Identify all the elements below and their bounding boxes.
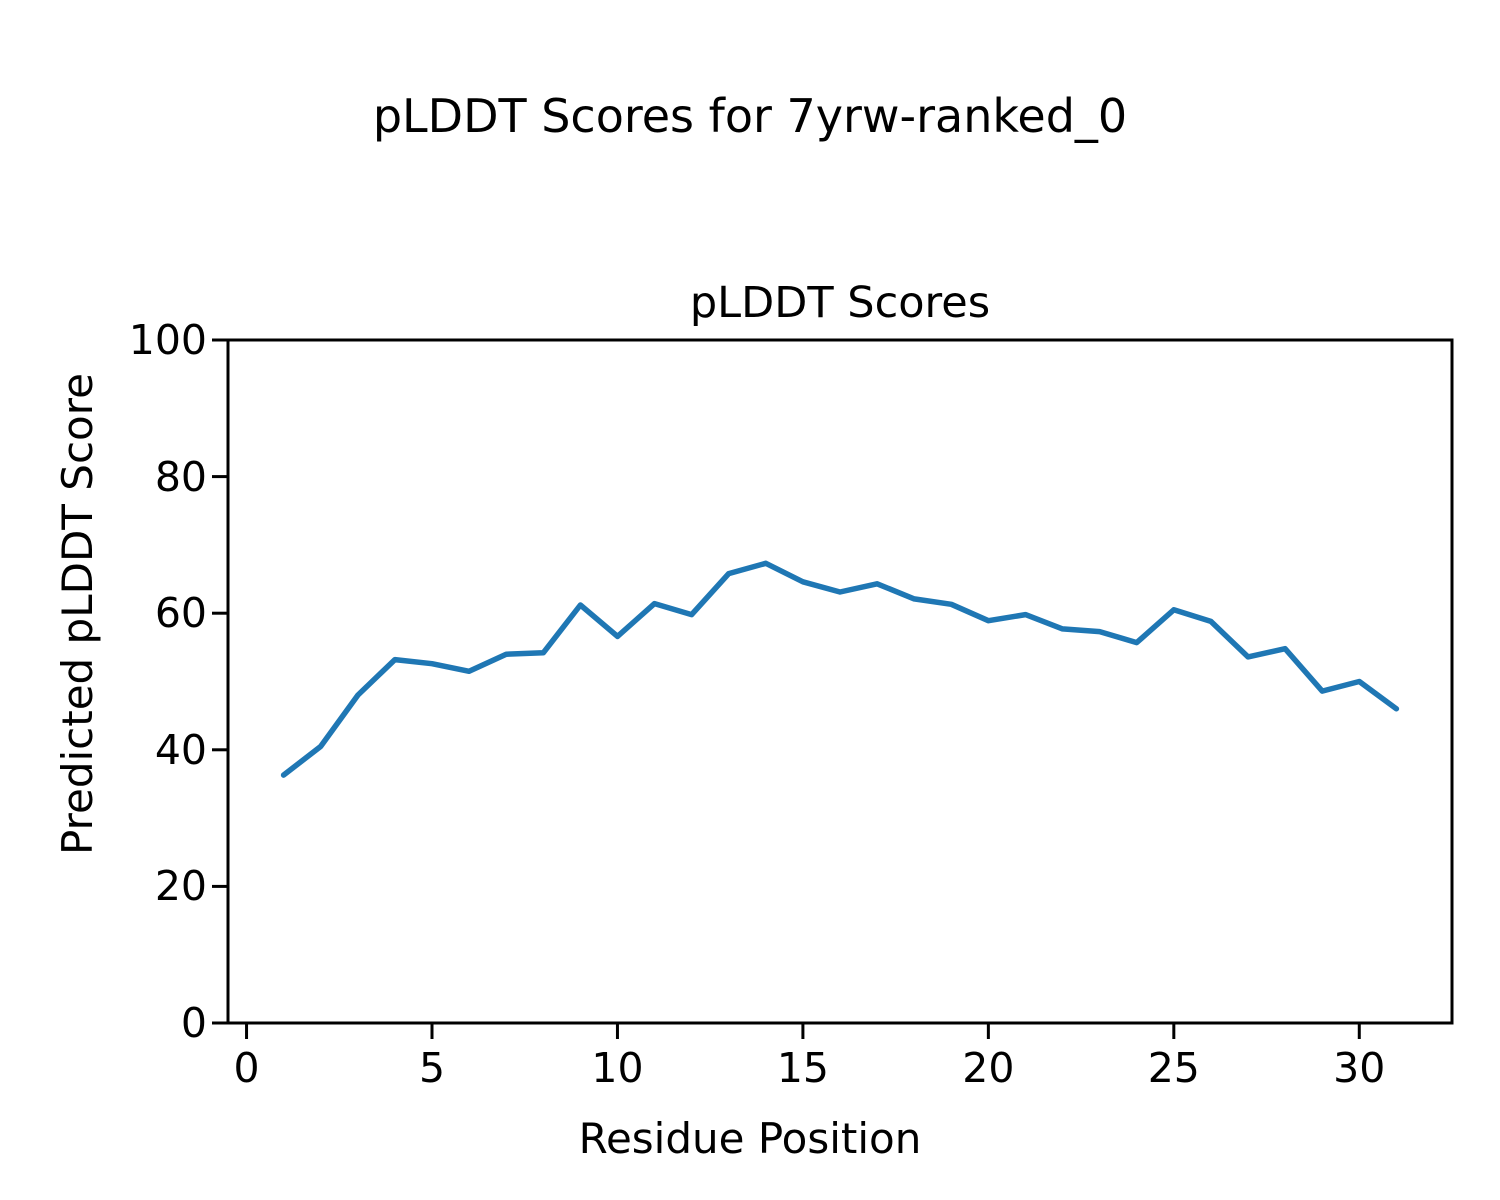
y-tick-label: 0 [180, 999, 207, 1047]
figure-suptitle: pLDDT Scores for 7yrw-ranked_0 [372, 89, 1128, 143]
x-tick-label: 25 [1147, 1044, 1200, 1092]
x-axis-tick-marks [245, 1023, 1361, 1039]
y-tick-label: 80 [154, 452, 207, 501]
x-tick-label: 5 [418, 1044, 446, 1092]
y-axis-label-text: Predicted pLDDT Score [53, 373, 102, 855]
x-tick-label: 10 [591, 1044, 644, 1092]
plddt-line-series [280, 560, 1400, 778]
plot-frame [226, 338, 1454, 1025]
y-tick-label: 40 [154, 725, 207, 774]
y-tick-label: 20 [154, 862, 207, 911]
x-axis-label: Residue Position [578, 1114, 922, 1163]
y-tick-label: 100 [128, 316, 207, 364]
y-tick-label: 60 [154, 589, 207, 638]
x-tick-label: 30 [1333, 1044, 1386, 1092]
x-tick-label: 15 [776, 1044, 829, 1092]
y-axis-tick-marks [212, 338, 228, 1025]
x-tick-label: 0 [233, 1044, 260, 1092]
axes-title: pLDDT Scores [689, 278, 991, 328]
x-tick-label: 20 [962, 1044, 1015, 1092]
